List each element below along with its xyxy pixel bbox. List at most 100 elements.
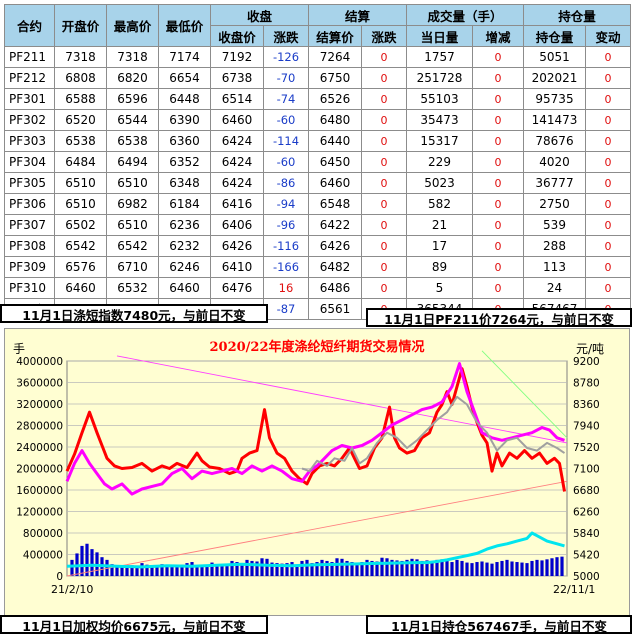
header-close-price: 收盘价 [210,25,264,47]
cell-settle: 6480 [308,109,362,131]
x-start-label: 21/2/10 [51,583,93,596]
cell-low: 6448 [158,88,211,110]
cell-volume: 5 [406,277,473,299]
cell-volume: 229 [406,151,473,173]
note-avg-bottom-left: 11月1日加权均价6675元，与前日不变 [0,615,268,634]
cell-low: 6352 [158,151,211,173]
volume-bar [85,543,89,576]
cell-settle-change: 0 [361,109,407,131]
futures-chart: 0 400000 800000 1200000 1600000 2000000 240000… [13,339,604,596]
table-row: PF306 6510 6982 6184 6416 -94 6548 0 582 0 2750 0 [4,193,631,215]
cell-open-interest: 5051 [523,46,586,68]
cell-oi-change: 0 [585,256,631,278]
left-unit-label: 手 [13,342,25,356]
table-header-row-1: 合约 开盘价 最高价 最低价 收盘 结算 成交量（手） 持仓量 [4,4,631,47]
volume-bar [115,565,119,576]
volume-bar [480,561,484,576]
volume-bar [375,561,379,576]
volume-bar [470,563,474,576]
volume-bar [215,564,219,576]
right-tick-label: 9200 [573,356,600,368]
cell-close-change: -87 [263,298,309,320]
series-line [66,531,565,569]
volume-bar [420,560,424,576]
cell-close: 6476 [210,277,264,299]
volume-bar [200,565,204,576]
volume-bar [380,557,384,576]
volume-bar [260,558,264,576]
table-row: PF310 6460 6532 6460 6476 16 6486 0 5 0 24 0 [4,277,631,299]
volume-bar [150,566,154,576]
volume-bar [185,563,189,576]
volume-bar [235,562,239,576]
volume-bar [460,560,464,576]
cell-oi-change: 0 [585,109,631,131]
cell-open: 6510 [54,172,107,194]
left-tick-label: 4000000 [16,356,63,368]
volume-bar [275,563,279,576]
table-row: PF307 6502 6510 6236 6406 -96 6422 0 21 0 539 0 [4,214,631,236]
cell-open-interest: 113 [523,256,586,278]
series-line [65,367,566,492]
cell-contract: PF302 [4,109,55,131]
note-pf211-top-right: 11月1日PF211价7264元，与前日不变 [366,308,632,327]
cell-contract: PF306 [4,193,55,215]
right-tick-label: 6680 [573,485,600,497]
volume-bar [280,563,284,576]
cell-open-interest: 36777 [523,172,586,194]
table-row: PF211 7318 7318 7174 7192 -126 7264 0 1757 0 5051 0 [4,46,631,68]
right-tick-label: 5840 [573,528,600,540]
cell-close: 7192 [210,46,264,68]
cell-low: 6654 [158,67,211,89]
volume-bar [415,559,419,576]
volume-bar [310,563,314,576]
note-index-top-left: 11月1日涤短指数7480元，与前日不变 [0,304,268,323]
cell-close: 6424 [210,172,264,194]
volume-bar [245,559,249,576]
cell-volume-change: 0 [472,88,524,110]
cell-low: 6246 [158,256,211,278]
right-tick-label: 6260 [573,507,600,519]
volume-bar [230,560,234,576]
chart-title: 2020/22年度涤纶短纤期货交易情况 [209,339,424,355]
volume-bar [250,560,254,576]
cell-settle: 6561 [308,298,362,320]
cell-settle-change: 0 [361,256,407,278]
header-volume-group: 成交量（手） [406,4,524,26]
cell-low: 6360 [158,130,211,152]
cell-close-change: -86 [263,172,309,194]
cell-open: 6520 [54,109,107,131]
header-settle-group: 结算 [308,4,407,26]
cell-high: 6510 [106,214,159,236]
cell-close-change: -166 [263,256,309,278]
table-row: PF308 6542 6542 6232 6426 -116 6426 0 17 0 288 0 [4,235,631,257]
cell-volume: 21 [406,214,473,236]
header-contract: 合约 [4,4,55,47]
cell-close-change: -94 [263,193,309,215]
volume-bar [170,566,174,576]
cell-open: 6538 [54,130,107,152]
volume-bar [255,561,259,576]
cell-high: 6532 [106,277,159,299]
volume-bar [490,563,494,576]
volume-bar [90,549,94,576]
volume-bar [315,562,319,576]
cell-volume-change: 0 [472,214,524,236]
cell-contract: PF304 [4,151,55,173]
volume-bar [445,560,449,576]
cell-volume: 5023 [406,172,473,194]
futures-quote-table: 合约 开盘价 最高价 最低价 收盘 结算 成交量（手） 持仓量 收盘价 涨跌 结… [4,4,631,320]
cell-settle-change: 0 [361,151,407,173]
cell-open-interest: 202021 [523,67,586,89]
volume-bar [320,559,324,576]
right-tick-label: 7520 [573,442,600,454]
cell-open: 6484 [54,151,107,173]
volume-bar [265,558,269,576]
cell-settle: 6548 [308,193,362,215]
volume-bar [205,566,209,576]
cell-oi-change: 0 [585,235,631,257]
cell-contract: PF310 [4,277,55,299]
cell-low: 6390 [158,109,211,131]
note-oi-bottom-right: 11月1日持仓567467手，与前日不变 [366,615,632,634]
cell-close: 6424 [210,130,264,152]
